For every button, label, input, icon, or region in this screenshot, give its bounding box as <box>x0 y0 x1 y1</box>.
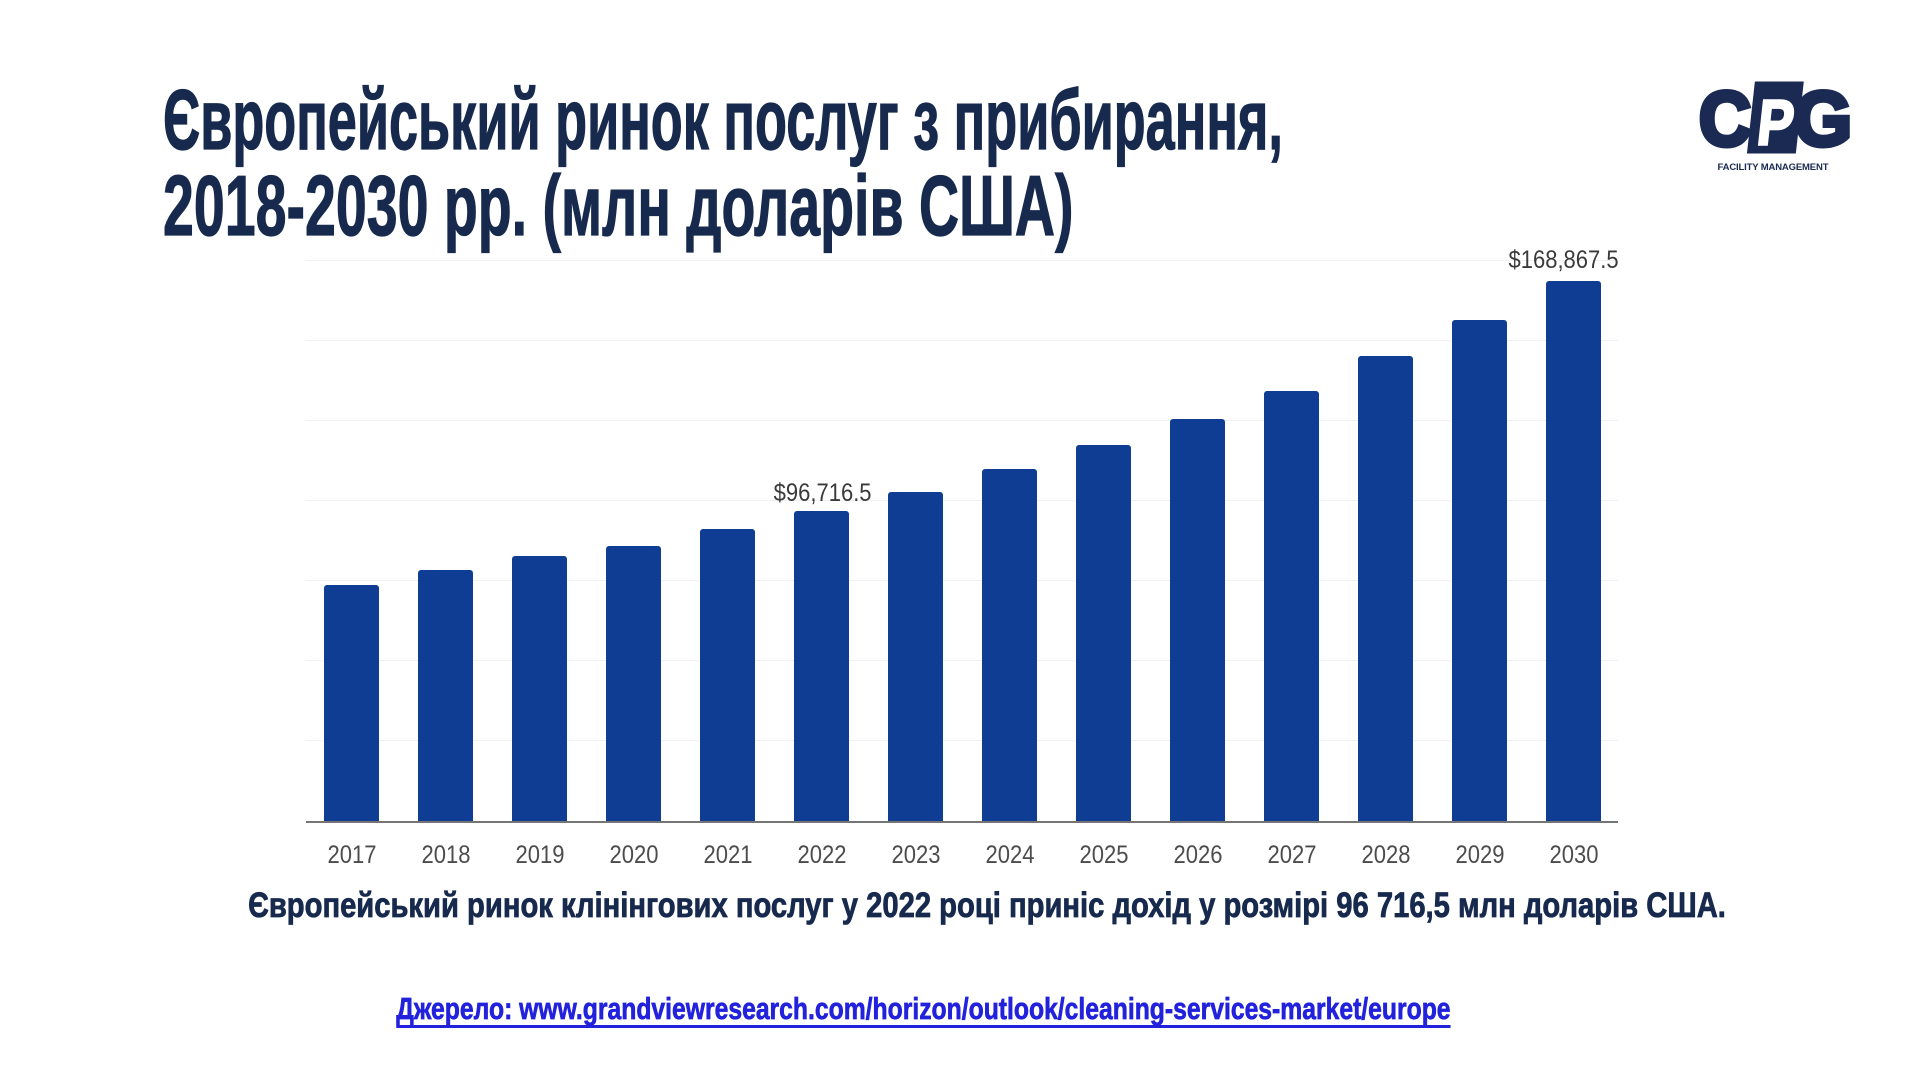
svg-text:C: C <box>1699 77 1751 163</box>
svg-text:G: G <box>1794 77 1852 163</box>
svg-text:FACILITY MANAGEMENT: FACILITY MANAGEMENT <box>1718 162 1829 173</box>
svg-text:P: P <box>1754 87 1798 159</box>
